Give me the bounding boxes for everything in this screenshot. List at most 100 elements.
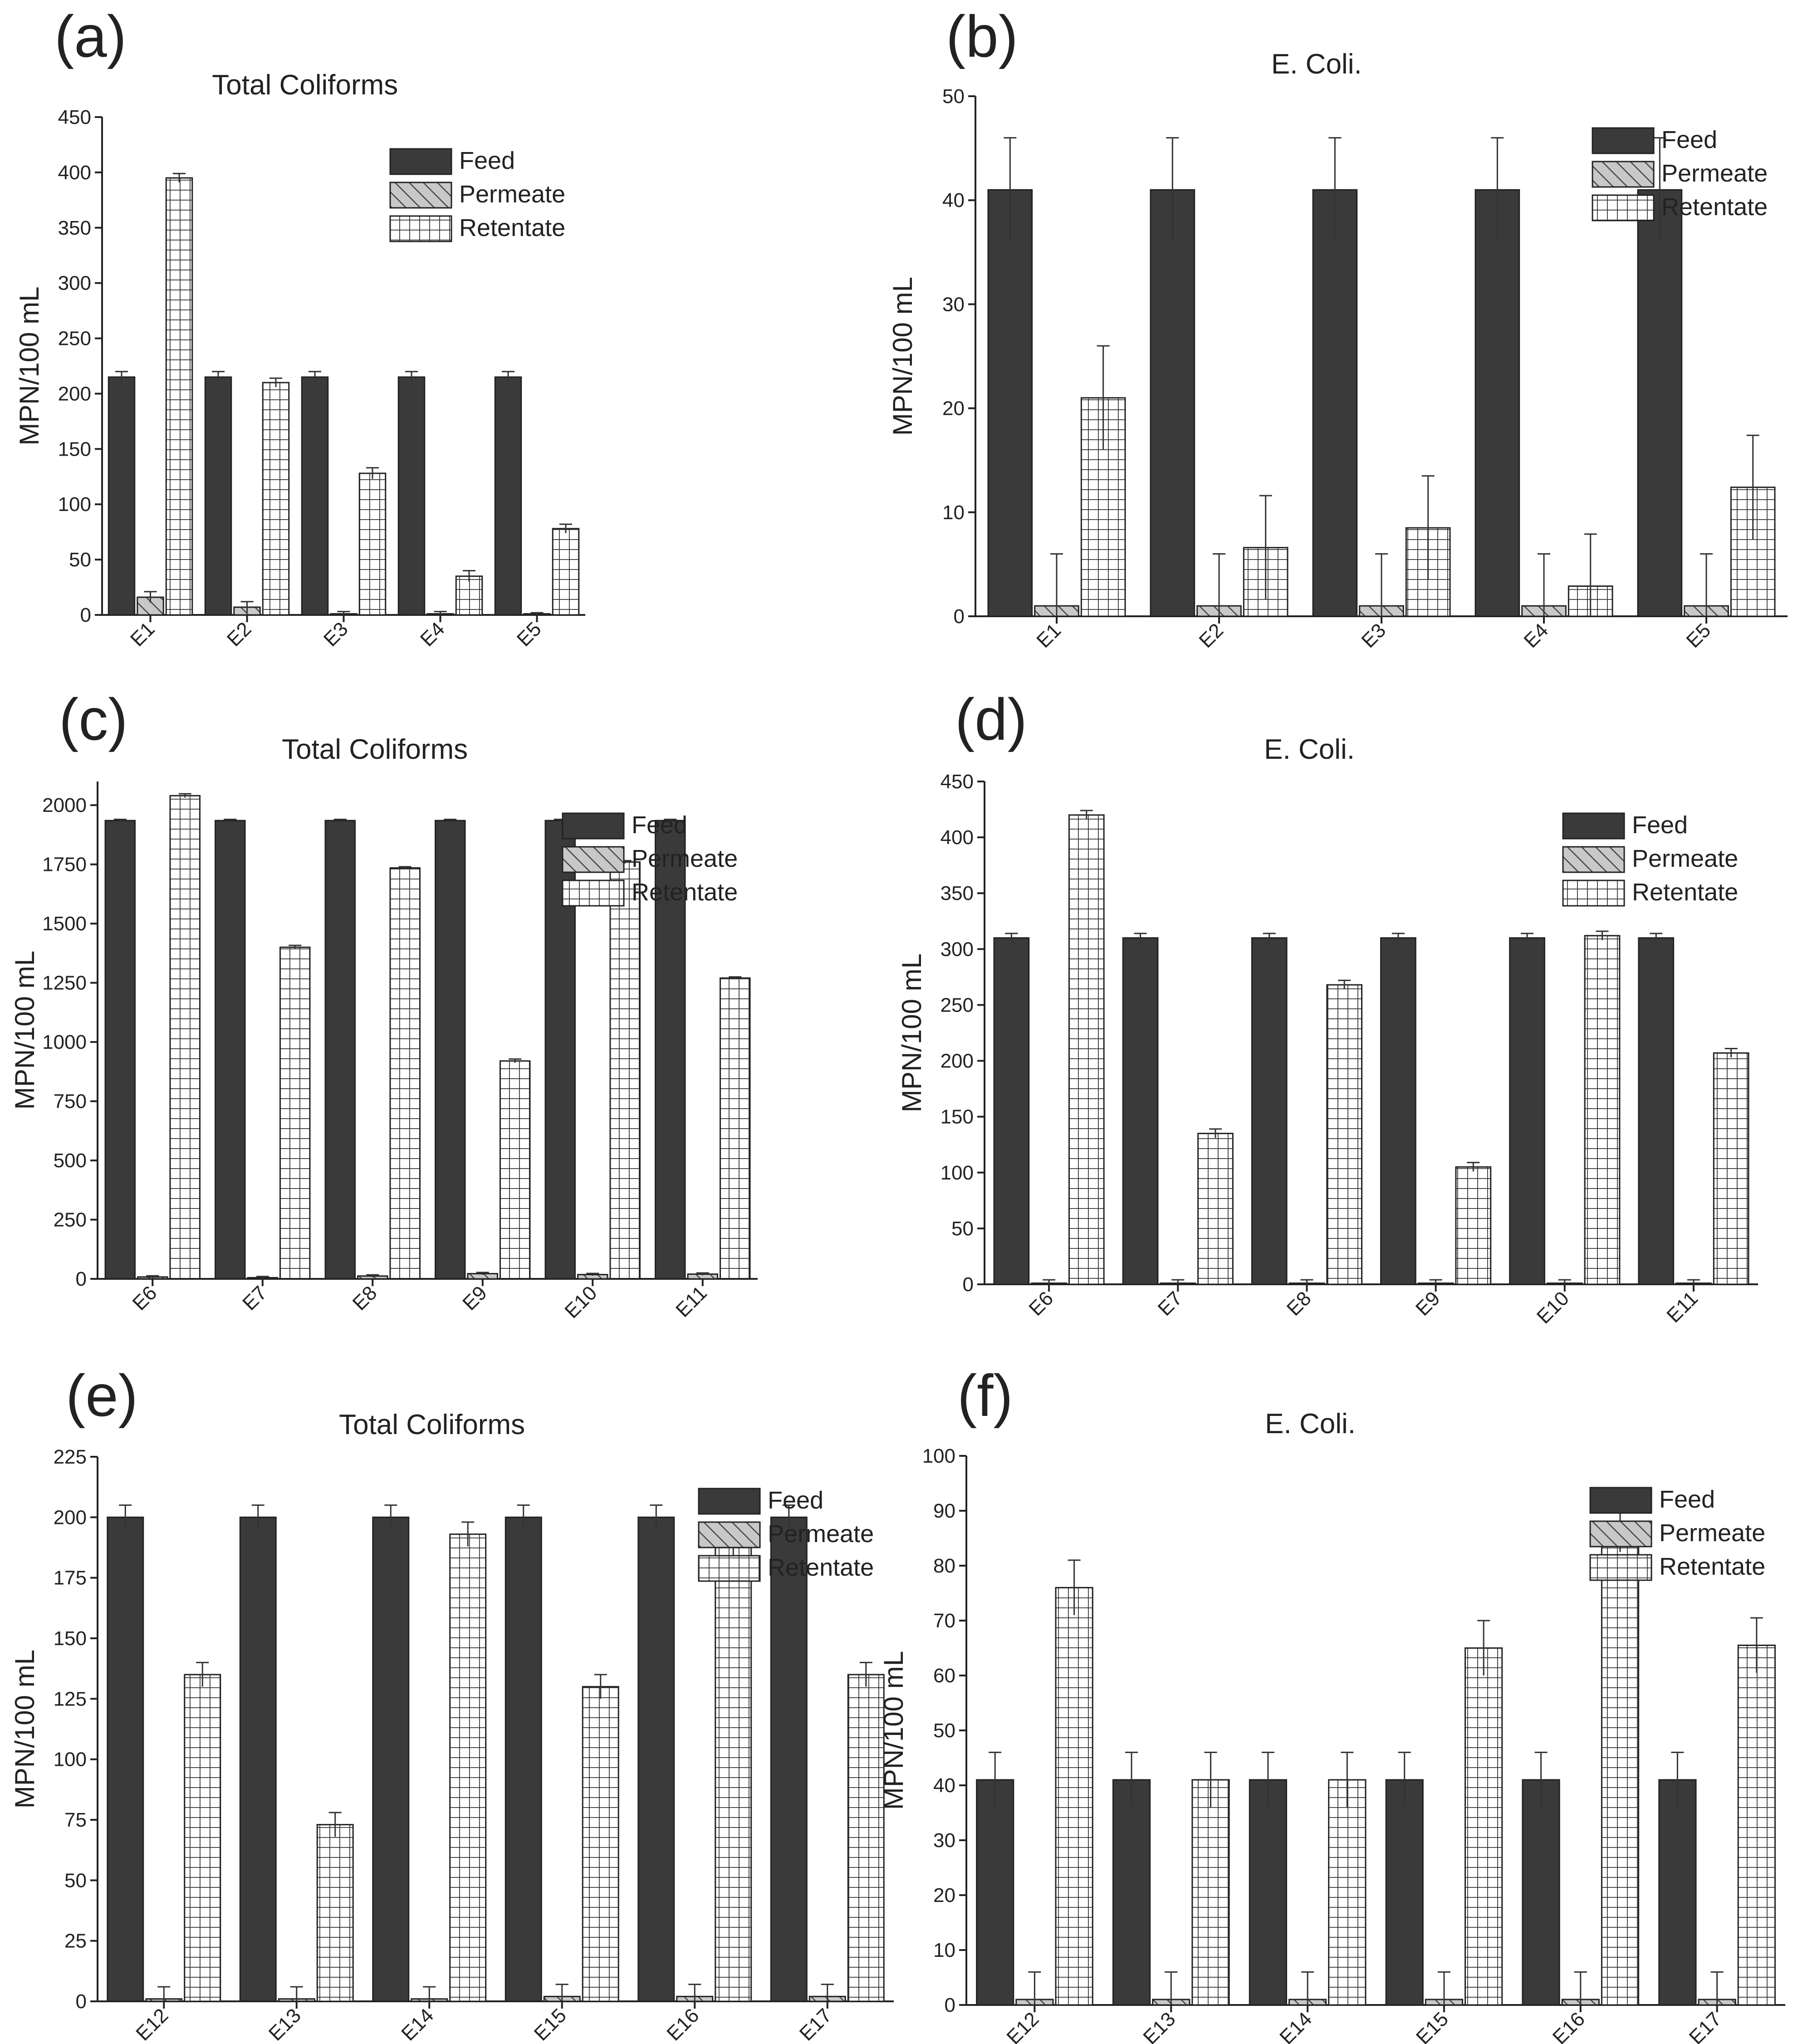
panel-label: (b): [946, 3, 1018, 69]
bar-feed-e9: [435, 820, 466, 1280]
y-tick-label: 0: [80, 604, 91, 626]
y-tick-label: 175: [54, 1567, 87, 1589]
bar-feed-e17: [1658, 1779, 1697, 2006]
bar-retentate-e14: [1328, 1779, 1367, 2006]
y-tick-label: 350: [941, 882, 974, 904]
panel-label: (d): [955, 686, 1027, 752]
x-tick-label: E8: [348, 1282, 382, 1315]
legend-swatch-retentate: [1589, 1554, 1652, 1581]
legend-swatch-retentate: [389, 215, 452, 242]
bar-feed-e10: [1509, 937, 1545, 1285]
bar-feed-e13: [239, 1516, 277, 2002]
y-tick-label: 50: [951, 1218, 974, 1240]
y-tick-label: 450: [941, 771, 974, 793]
y-tick-label: 60: [933, 1665, 955, 1687]
y-tick-label: 100: [922, 1445, 955, 1467]
bar-feed-e6: [104, 820, 136, 1280]
legend-label-permeate: Permeate: [1661, 160, 1768, 187]
legend-label-feed: Feed: [768, 1487, 823, 1514]
legend-label-permeate: Permeate: [632, 845, 738, 872]
x-tick-label: E12: [1002, 2008, 1043, 2044]
y-tick-label: 250: [54, 1209, 87, 1231]
bar-retentate-e9: [1455, 1166, 1492, 1285]
x-tick-label: E10: [560, 1282, 601, 1322]
y-tick-label: 250: [58, 328, 91, 350]
y-tick-label: 0: [954, 605, 965, 628]
bar-retentate-e10: [1584, 935, 1621, 1285]
legend: Feed Permeate Retentate: [562, 811, 738, 907]
x-tick-label: E6: [128, 1282, 162, 1315]
y-tick-label: 300: [941, 938, 974, 960]
bar-retentate-e6: [1068, 814, 1105, 1285]
bar-retentate-e13: [1191, 1779, 1230, 2006]
bar-feed-e12: [976, 1779, 1014, 2006]
x-tick-label: E4: [1519, 619, 1553, 652]
bar-feed-e6: [993, 937, 1030, 1285]
y-tick-label: 750: [54, 1091, 87, 1113]
y-tick-label: 150: [58, 438, 91, 460]
chart-panel-5: (e) Total Coliforms 0 25 50 75 100 125 150 175 200…: [10, 1362, 894, 2044]
legend: Feed Permeate Retentate: [1589, 1486, 1765, 1581]
bar-feed-e4: [397, 376, 426, 616]
legend-swatch-retentate: [1592, 194, 1655, 221]
legend-swatch-permeate: [562, 846, 625, 873]
x-tick-label: E3: [319, 618, 353, 651]
bar-feed-e16: [1522, 1779, 1560, 2006]
legend-swatch-feed: [389, 148, 452, 175]
legend: Feed Permeate Retentate: [1592, 126, 1768, 221]
legend-label-permeate: Permeate: [1632, 845, 1738, 872]
bar-retentate-e8: [389, 867, 421, 1280]
chart-panel-3: (c) Total Coliforms 0 250 500 750 1000 1250 1500…: [10, 686, 758, 1322]
y-tick-label: 100: [941, 1162, 974, 1184]
x-tick-label: E12: [132, 2004, 172, 2044]
y-tick-label: 30: [933, 1829, 955, 1852]
bar-retentate-e9: [499, 1060, 531, 1280]
legend-swatch-retentate: [562, 880, 625, 907]
y-tick-label: 20: [942, 398, 965, 420]
y-tick-label: 0: [76, 1990, 87, 2013]
panel-label: (e): [66, 1362, 138, 1429]
bar-retentate-e16: [715, 1545, 752, 2002]
legend-swatch-retentate: [1562, 880, 1625, 907]
legend-swatch-feed: [1589, 1487, 1652, 1514]
chart-panel-6: (f) E. Coli. 0 10 20 30 40 50 60 70 80 90 100 MPN/100…: [878, 1362, 1785, 2044]
x-tick-label: E5: [1682, 619, 1715, 652]
legend-label-retentate: Retentate: [1659, 1553, 1765, 1580]
legend-swatch-feed: [1562, 812, 1625, 840]
bar-feed-e17: [770, 1516, 808, 2002]
bar-feed-e2: [1150, 189, 1195, 617]
y-tick-label: 350: [58, 217, 91, 239]
y-tick-label: 50: [69, 549, 91, 571]
bar-retentate-e12: [1055, 1587, 1093, 2006]
y-tick-label: 30: [942, 293, 965, 315]
x-tick-label: E9: [1411, 1287, 1445, 1320]
y-tick-label: 10: [942, 501, 965, 524]
y-tick-label: 0: [963, 1273, 974, 1296]
y-tick-label: 125: [54, 1688, 87, 1710]
x-tick-label: E2: [1195, 619, 1228, 652]
bar-retentate-e3: [358, 472, 387, 616]
bar-retentate-e7: [1197, 1133, 1234, 1285]
bar-feed-e8: [324, 820, 356, 1280]
legend-label-feed: Feed: [632, 811, 687, 839]
x-tick-label: E17: [1685, 2008, 1726, 2044]
bar-feed-e14: [372, 1516, 410, 2002]
y-tick-label: 75: [64, 1809, 87, 1831]
chart-panel-1: (a) Total Coliforms 0 50 100 150 200 250 300 350 4…: [14, 3, 585, 651]
legend-label-feed: Feed: [459, 147, 515, 174]
x-tick-label: E13: [1139, 2008, 1180, 2044]
bar-feed-e7: [1122, 937, 1159, 1285]
legend-label-permeate: Permeate: [459, 181, 565, 208]
legend: Feed Permeate Retentate: [1562, 811, 1738, 907]
bar-retentate-e16: [1601, 1523, 1640, 2006]
legend-label-retentate: Retentate: [1632, 879, 1738, 906]
bar-feed-e1: [987, 189, 1033, 617]
bar-feed-e8: [1251, 937, 1288, 1285]
bar-retentate-e13: [316, 1824, 354, 2002]
x-tick-label: E14: [1275, 2008, 1316, 2044]
y-tick-label: 225: [54, 1446, 87, 1468]
bar-feed-e12: [107, 1516, 144, 2002]
y-tick-label: 400: [58, 162, 91, 184]
y-tick-label: 200: [58, 383, 91, 405]
legend-swatch-feed: [562, 812, 625, 840]
